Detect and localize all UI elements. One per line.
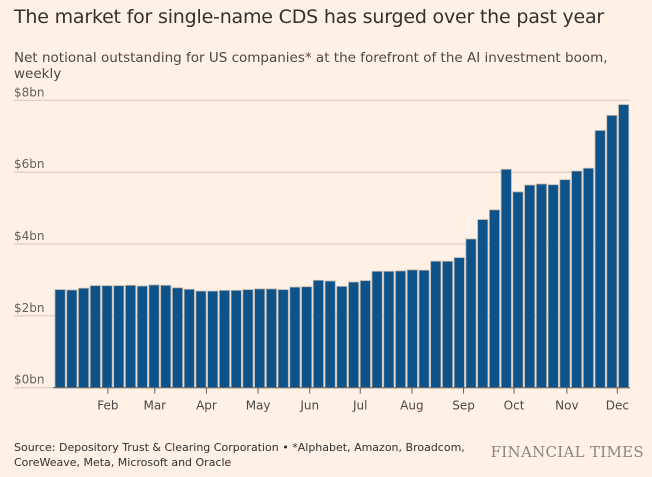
ft-logo: FINANCIAL TIMES: [490, 443, 644, 461]
bar: [559, 179, 571, 389]
bar: [277, 289, 289, 389]
x-tick-label: Mar: [143, 399, 166, 413]
bar: [571, 170, 583, 389]
bar: [160, 284, 172, 389]
y-tick-label: $6bn: [14, 157, 45, 171]
bar: [89, 285, 101, 389]
x-tick-label: Oct: [504, 399, 525, 413]
y-tick-label: $4bn: [14, 229, 45, 243]
bar: [101, 285, 113, 389]
source-note: Source: Depository Trust & Clearing Corp…: [14, 441, 465, 469]
x-tick-label: Jul: [352, 399, 367, 413]
bar: [477, 219, 489, 389]
y-tick-label: $8bn: [14, 85, 45, 99]
bar: [183, 288, 195, 389]
bar-chart: $0bn $2bn $4bn $6bn $8bn Feb Mar Apr May Jun Jul Au…: [14, 85, 630, 413]
bar: [582, 167, 594, 389]
bar: [148, 284, 160, 389]
bar: [512, 191, 524, 389]
x-tick-label: Feb: [97, 399, 118, 413]
bar: [453, 257, 465, 389]
bar: [289, 286, 301, 389]
bar: [254, 288, 266, 389]
bar: [547, 184, 559, 389]
bar: [54, 289, 66, 389]
bar: [66, 289, 78, 389]
x-tick-label: Dec: [606, 399, 629, 413]
y-tick-label: $0bn: [14, 373, 45, 387]
chart-title: The market for single-name CDS has surge…: [14, 6, 605, 28]
x-tick-label: Nov: [555, 399, 578, 413]
x-tick-label: Apr: [196, 399, 217, 413]
bar: [606, 114, 618, 389]
bar: [535, 183, 547, 389]
x-tick-label: May: [246, 399, 271, 413]
bar: [618, 104, 630, 389]
bar: [359, 280, 371, 389]
bar: [218, 289, 231, 389]
bar: [265, 288, 277, 389]
bar: [430, 260, 442, 389]
bar: [195, 290, 207, 389]
x-tick-label: Aug: [400, 399, 423, 413]
y-tick-label: $2bn: [14, 301, 45, 315]
bar: [465, 238, 477, 389]
bar: [371, 270, 383, 389]
bar: [125, 284, 137, 389]
bar: [336, 285, 348, 389]
bar: [488, 209, 501, 389]
bar: [230, 289, 242, 389]
bar: [136, 285, 148, 389]
bar: [301, 286, 313, 389]
bar: [524, 184, 536, 389]
bar: [406, 269, 418, 389]
bar: [312, 279, 324, 389]
x-tick-label: Sep: [452, 399, 475, 413]
bar: [78, 287, 90, 389]
bar: [383, 270, 395, 389]
bar: [395, 270, 407, 389]
bar: [594, 130, 606, 389]
bar: [500, 168, 512, 389]
bar: [418, 269, 430, 389]
bar: [348, 281, 360, 389]
bar: [171, 287, 184, 389]
chart-subtitle: Net notional outstanding for US companie…: [14, 50, 608, 82]
bar: [113, 285, 125, 389]
bar: [242, 289, 254, 389]
bar: [442, 260, 454, 389]
bar: [324, 280, 336, 389]
bar: [207, 290, 219, 389]
x-tick-label: Jun: [299, 399, 319, 413]
